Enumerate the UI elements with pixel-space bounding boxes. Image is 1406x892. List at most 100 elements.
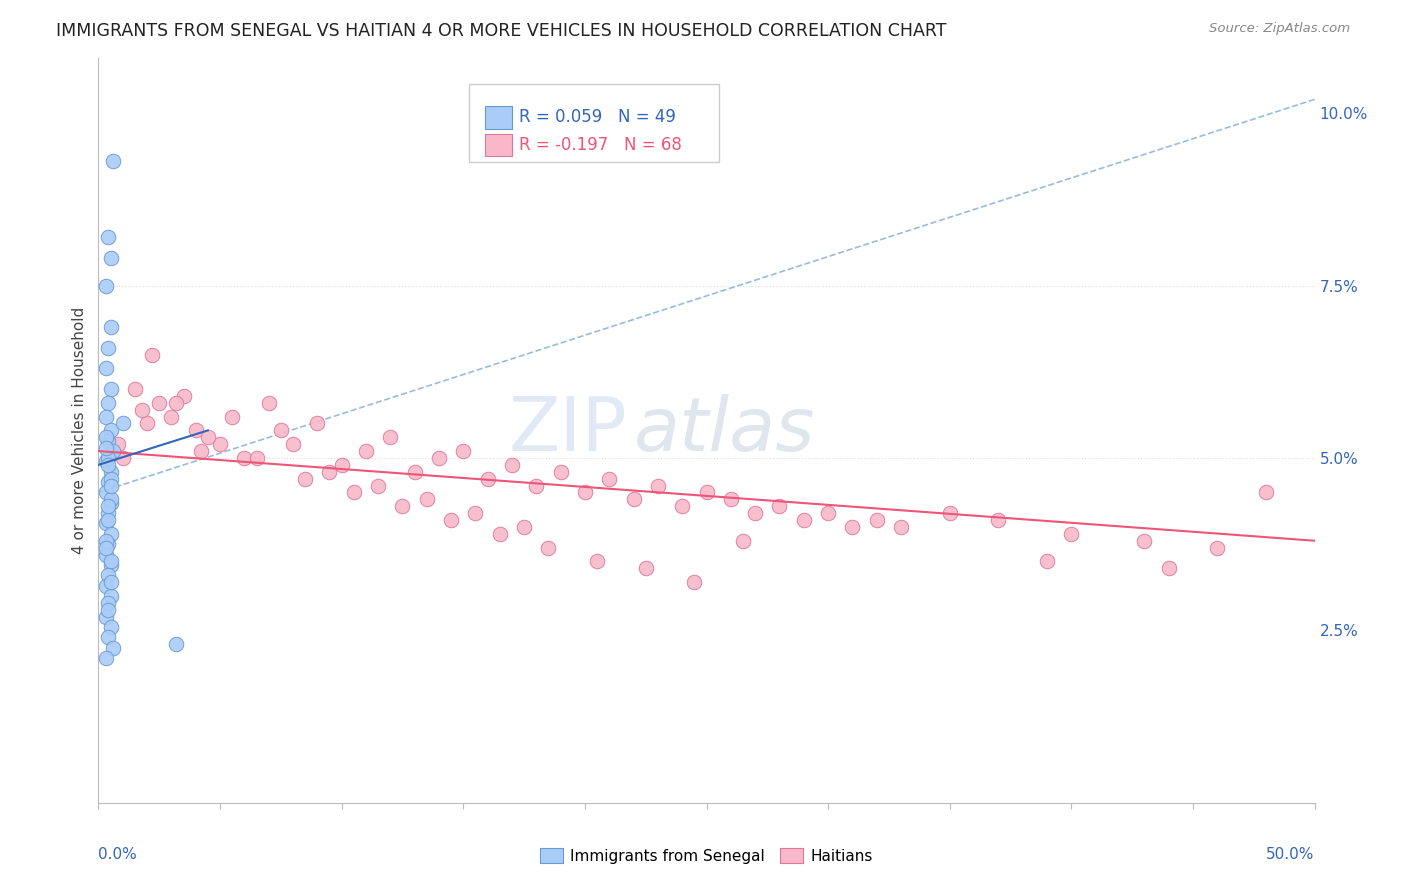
Point [100,320,122,334]
Point [634,561,657,575]
Point [1206,541,1229,555]
Point [233,450,256,465]
Point [294,472,316,486]
Point [94,441,117,455]
Y-axis label: 4 or more Vehicles in Household: 4 or more Vehicles in Household [72,307,87,554]
Point [598,472,620,486]
Point [343,485,366,500]
Point [270,423,292,437]
Point [131,402,153,417]
Point [97,500,120,514]
Point [97,230,120,244]
Point [100,478,122,492]
Text: R = 0.059   N = 49: R = 0.059 N = 49 [519,108,676,126]
Point [160,409,183,424]
Point [94,541,117,555]
Point [281,437,304,451]
Point [94,454,117,468]
Point [404,465,426,479]
Point [696,485,718,500]
Point [550,465,572,479]
Point [148,396,170,410]
Point [416,492,439,507]
Point [574,485,596,500]
FancyBboxPatch shape [470,84,718,162]
Point [136,417,159,431]
Point [1060,526,1083,541]
Point [100,423,122,437]
Point [124,382,146,396]
Point [477,472,499,486]
Point [94,578,117,592]
Point [94,533,117,548]
Point [97,506,120,520]
Point [841,520,863,534]
Text: 0.0%: 0.0% [98,847,138,863]
Point [97,396,120,410]
Point [100,472,122,486]
Point [683,575,706,590]
Point [513,520,536,534]
FancyBboxPatch shape [485,134,512,156]
Point [354,444,377,458]
Point [101,444,124,458]
Point [97,603,120,617]
Point [367,478,389,492]
Point [464,506,486,520]
Point [586,554,609,568]
Point [744,506,766,520]
Point [94,361,117,376]
Point [100,575,122,590]
Point [94,548,117,562]
Point [440,513,463,527]
Point [97,513,120,527]
Point [97,450,120,465]
Point [100,558,122,572]
Point [1157,561,1180,575]
Point [94,430,117,444]
Point [1133,533,1156,548]
Point [197,430,219,444]
Point [107,437,129,451]
Point [111,417,134,431]
Point [501,458,523,472]
Point [866,513,889,527]
Text: Source: ZipAtlas.com: Source: ZipAtlas.com [1209,22,1350,36]
Point [94,516,117,531]
Point [100,251,122,265]
Point [380,430,402,444]
Point [111,450,134,465]
Point [987,513,1010,527]
Point [94,609,117,624]
Point [97,596,120,610]
Point [330,458,353,472]
Point [257,396,280,410]
Point [100,589,122,603]
Point [793,513,815,527]
Point [623,492,645,507]
Point [94,409,117,424]
Point [101,154,124,169]
Text: R = -0.197   N = 68: R = -0.197 N = 68 [519,136,682,154]
Point [165,637,187,651]
Point [94,651,117,665]
Text: IMMIGRANTS FROM SENEGAL VS HAITIAN 4 OR MORE VEHICLES IN HOUSEHOLD CORRELATION C: IMMIGRANTS FROM SENEGAL VS HAITIAN 4 OR … [56,22,946,40]
Legend: Immigrants from Senegal, Haitians: Immigrants from Senegal, Haitians [534,841,879,870]
Point [100,496,122,510]
Point [731,533,754,548]
Point [165,396,187,410]
Point [97,630,120,644]
Point [647,478,669,492]
Point [94,278,117,293]
Point [939,506,962,520]
Point [307,417,329,431]
Point [100,492,122,507]
Point [97,475,120,489]
Text: atlas: atlas [634,394,815,467]
Point [141,347,163,361]
Point [97,537,120,551]
Point [97,341,120,355]
Point [453,444,475,458]
Point [100,620,122,634]
Point [817,506,839,520]
